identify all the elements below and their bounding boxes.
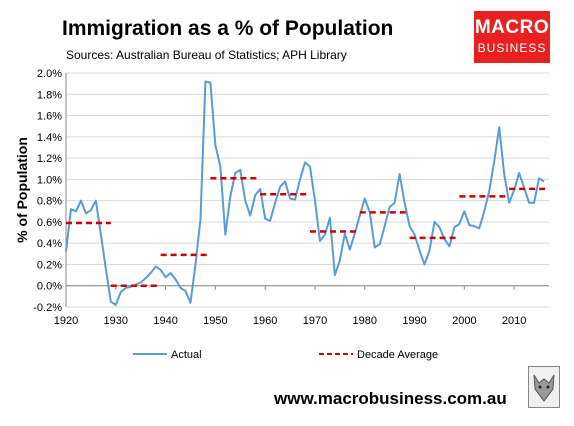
brand-logo: MACRO BUSINESS: [474, 11, 550, 63]
grid-lines: [66, 72, 549, 308]
x-tick-label: 2010: [502, 315, 526, 327]
x-tick-label: 1990: [402, 315, 426, 327]
x-tick-label: 2000: [452, 315, 476, 327]
y-tick-label: 2.0%: [37, 68, 62, 80]
legend: Actual Decade Average: [133, 349, 438, 361]
legend-label-decade-average: Decade Average: [357, 349, 438, 361]
x-tick-label: 1950: [203, 315, 227, 327]
y-tick-label: -0.2%: [33, 302, 62, 314]
series-decade-average: [66, 177, 549, 287]
brand-logo-line2: BUSINESS: [477, 41, 547, 55]
wolf-logo-icon: [528, 366, 560, 408]
y-axis-label: % of Population: [14, 137, 30, 243]
y-tick-label: 1.4%: [37, 132, 62, 144]
x-tick-label: 1930: [104, 315, 128, 327]
chart-subtitle: Sources: Australian Bureau of Statistics…: [66, 48, 347, 62]
chart-title: Immigration as a % of Population: [62, 17, 394, 40]
y-tick-label: 1.2%: [37, 153, 62, 165]
y-tick-label: 1.8%: [37, 89, 62, 101]
x-tick-label: 1960: [253, 315, 277, 327]
x-tick-label: 1940: [153, 315, 177, 327]
y-tick-label: 0.0%: [37, 281, 62, 293]
x-tick-label: 1920: [54, 315, 78, 327]
y-tick-label: 0.6%: [37, 217, 62, 229]
series-actual: [65, 80, 545, 306]
legend-label-actual: Actual: [171, 349, 202, 361]
y-tick-label: 0.2%: [37, 259, 62, 271]
x-axis: 1920 1930 1940 1950 1960 1970 1980 1990 2000 2010: [54, 285, 549, 327]
y-tick-label: 0.8%: [37, 196, 62, 208]
x-tick-label: 1970: [303, 315, 327, 327]
x-tick-label: 1980: [353, 315, 377, 327]
website-url[interactable]: www.macrobusiness.com.au: [274, 389, 507, 408]
brand-logo-line1: MACRO: [474, 17, 550, 38]
series-line-actual: [65, 80, 545, 306]
y-tick-label: 0.4%: [37, 238, 62, 250]
y-axis: -0.2% 0.0% 0.2% 0.4% 0.6% 0.8% 1.0% 1.2% 1.4% 1.6…: [33, 68, 67, 314]
y-tick-label: 1.6%: [37, 111, 62, 123]
y-tick-label: 1.0%: [37, 174, 62, 186]
